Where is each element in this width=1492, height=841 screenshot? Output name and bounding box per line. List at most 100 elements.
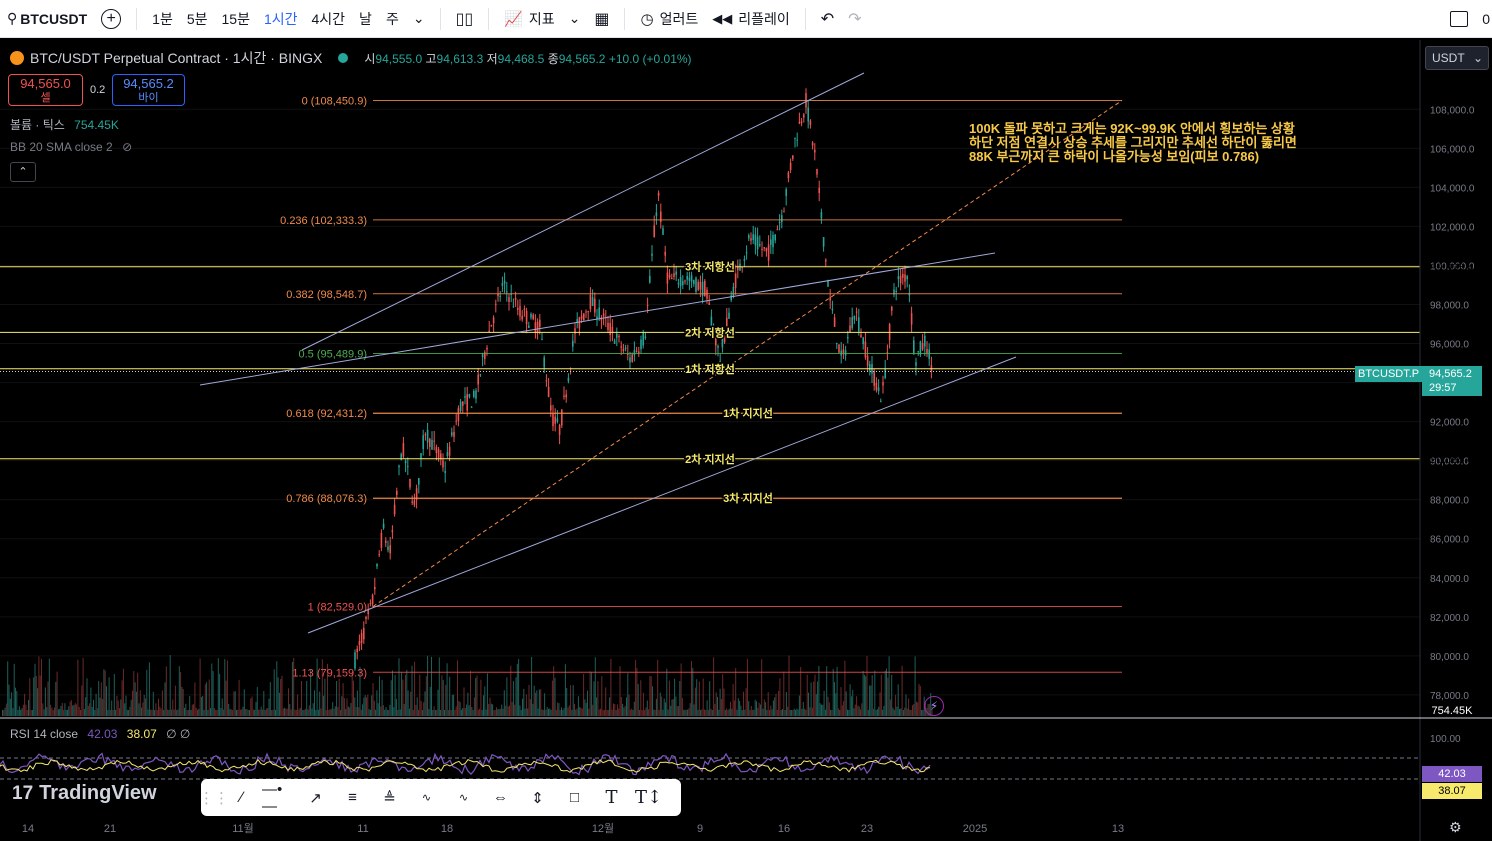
volume-bar	[724, 709, 726, 716]
range-tool[interactable]: ⇔	[484, 783, 517, 813]
volume-bar	[785, 691, 787, 716]
text-note-tool[interactable]: T↕	[632, 783, 665, 813]
elliott-wave-tool[interactable]: ∿	[410, 783, 443, 813]
symbol-search[interactable]: ⚲ BTCUSDT	[0, 0, 94, 38]
candle-body	[807, 107, 809, 122]
candle-body	[842, 349, 845, 354]
volume-bar	[887, 677, 889, 716]
rsi-extra: ∅ ∅	[166, 727, 191, 741]
replay-button[interactable]: ◀◀ 리플레이	[705, 0, 797, 38]
bb-legend[interactable]: BB 20 SMA close 2 ⊘	[10, 140, 132, 154]
chart-legend[interactable]: BTC/USDT Perpetual Contract · 1시간 · BING…	[10, 48, 692, 68]
volume-bar	[480, 679, 482, 716]
fib-tool[interactable]: ≜	[373, 783, 406, 813]
volume-bar	[909, 709, 911, 716]
volume-bar	[263, 691, 265, 716]
rsi-legend[interactable]: RSI 14 close 42.03 38.07 ∅ ∅	[10, 727, 190, 741]
volume-bar	[880, 674, 882, 716]
volume-bar	[813, 681, 815, 716]
currency-select[interactable]: USDT ⌄	[1425, 46, 1489, 70]
ray-tool[interactable]: ↗	[299, 783, 332, 813]
horizontal-ray-tool[interactable]: —•—	[262, 781, 295, 815]
interval-5m[interactable]: 5분	[186, 10, 208, 27]
grid-icon: ▦	[594, 10, 610, 28]
tradingview-logo[interactable]: 17 TradingView	[12, 782, 157, 805]
candle-body	[396, 490, 398, 496]
eye-hidden-icon[interactable]: ⊘	[122, 140, 133, 154]
volume-bar	[197, 709, 198, 716]
rectangle-tool[interactable]: □	[558, 783, 591, 813]
add-symbol-button[interactable]: +	[94, 0, 128, 38]
interval-week[interactable]: 주	[385, 10, 399, 27]
indicators-dropdown[interactable]: ⌄	[562, 0, 588, 38]
candle-body	[928, 349, 930, 359]
volume-bar	[502, 708, 504, 716]
volume-bar	[484, 686, 486, 716]
text-tool[interactable]: T	[595, 783, 628, 813]
interval-1m[interactable]: 1분	[152, 10, 173, 27]
volume-bar	[356, 690, 358, 716]
volume-bar	[554, 677, 556, 716]
volume-bar	[587, 690, 588, 716]
upper-trend-line[interactable]	[199, 252, 996, 386]
settings-gear-icon[interactable]: ⚙	[1449, 819, 1462, 835]
interval-dropdown[interactable]: ⌄	[406, 0, 432, 38]
chart-annotation[interactable]: 100K 돌파 못하고 크게는 92K~99.9K 안에서 횡보하는 상황 하단…	[969, 122, 1297, 164]
candle-body	[481, 354, 484, 358]
alerts-button[interactable]: ◷ 얼러트	[633, 0, 705, 38]
volume-bar	[433, 706, 435, 716]
volume-bar	[135, 691, 137, 716]
layout-button[interactable]: ▦	[587, 0, 616, 38]
candle-body	[690, 275, 693, 282]
abc-wave-tool[interactable]: ∿	[447, 783, 480, 813]
volume-bar	[388, 709, 390, 716]
candle-body	[809, 120, 812, 125]
price-tag-text: 94,705.4	[1430, 349, 1474, 361]
trend-line-tool[interactable]: ∕	[225, 783, 258, 813]
volume-bar	[653, 709, 655, 716]
sell-button[interactable]: 94,565.0 셀	[8, 74, 83, 106]
candle-body	[699, 281, 702, 290]
price-axis-tick: 92,000.0	[1430, 418, 1469, 429]
lower-trend-line[interactable]	[307, 356, 1017, 634]
volume-bar	[4, 707, 6, 716]
candle-body	[501, 283, 504, 286]
interval-day[interactable]: 날	[359, 10, 372, 27]
chart-type-button[interactable]: ▯▯	[449, 0, 481, 38]
drag-handle-icon[interactable]: ⋮⋮	[199, 789, 229, 807]
candle-body	[895, 290, 897, 292]
volume-legend[interactable]: 볼륨 · 틱스 754.45K	[10, 116, 119, 133]
undo-button[interactable]: ↶	[814, 0, 841, 38]
indicators-button[interactable]: 📈 지표	[497, 0, 561, 38]
volume-bar	[784, 709, 786, 716]
price-axis-tick: 84,000.0	[1430, 574, 1469, 585]
volume-bar	[398, 658, 400, 716]
lightning-icon[interactable]: ⚡	[924, 696, 944, 716]
volume-bar	[805, 709, 807, 716]
volume-bar	[340, 709, 341, 716]
redo-button[interactable]: ↷	[841, 0, 868, 38]
candle-body	[849, 325, 851, 333]
volume-bar	[680, 663, 682, 716]
volume-bar	[304, 708, 306, 716]
volume-bar	[177, 709, 179, 716]
interval-4h[interactable]: 4시간	[311, 10, 346, 27]
volume-bar	[854, 704, 856, 716]
buy-button[interactable]: 94,565.2 바이	[112, 74, 185, 106]
collapse-legend-button[interactable]: ⌃	[10, 162, 36, 182]
interval-15m[interactable]: 15분	[221, 10, 250, 27]
volume-bar	[458, 700, 460, 716]
price-range-tool[interactable]: ⇕	[521, 783, 554, 813]
volume-bar	[310, 670, 312, 716]
rsi-tag-1-text: 42.03	[1438, 768, 1466, 780]
fullscreen-button[interactable]	[1443, 0, 1475, 38]
fib-trend-dashed[interactable]	[372, 100, 1123, 607]
volume-bar	[366, 697, 367, 716]
candle-body	[572, 340, 574, 347]
volume-bar	[597, 681, 599, 716]
interval-1h[interactable]: 1시간	[263, 10, 298, 27]
volume-bar	[390, 680, 392, 716]
parallel-channel-tool[interactable]: ≡	[336, 783, 369, 813]
channel-top-line[interactable]	[301, 72, 865, 351]
